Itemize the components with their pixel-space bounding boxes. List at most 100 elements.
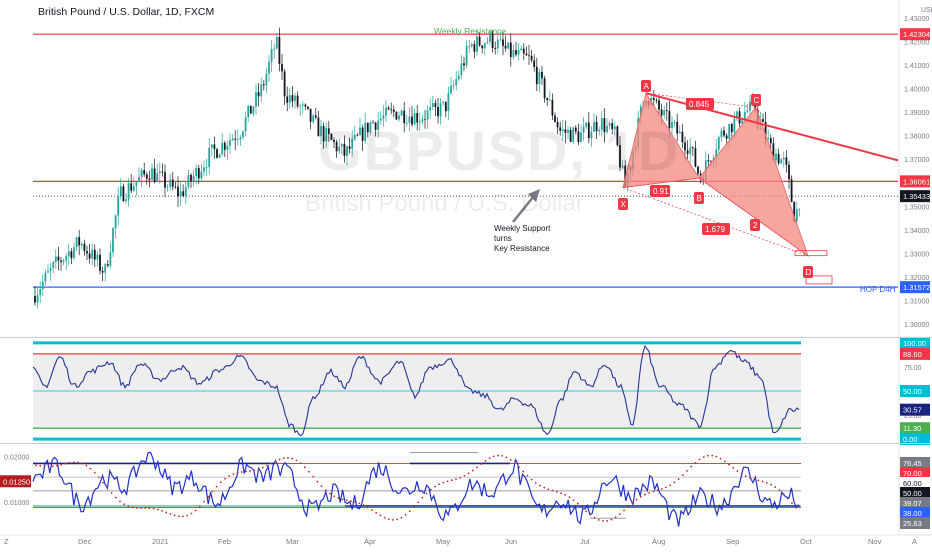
osc2-dot xyxy=(354,501,357,503)
candle-body xyxy=(528,55,530,57)
candle-body xyxy=(286,96,289,103)
osc2-dot xyxy=(392,518,394,521)
candle-body xyxy=(182,191,185,196)
osc2-dot xyxy=(791,502,793,504)
osc2-dot xyxy=(114,496,117,499)
symbol-title[interactable]: British Pound / U.S. Dollar, 1D, FXCM xyxy=(38,6,215,18)
osc1-tick-label: 25.00 xyxy=(904,413,922,420)
candle-body xyxy=(119,186,122,197)
ratio-line-xb xyxy=(622,177,700,188)
osc2-dot xyxy=(728,463,730,466)
candle-body xyxy=(413,113,416,125)
ratio-line-ac xyxy=(645,92,757,108)
osc2-dot xyxy=(350,500,352,503)
candle-body xyxy=(291,95,294,102)
weekly-resistance-label: Weekly Resistance xyxy=(434,26,506,36)
y-tick-label: 1.30000 xyxy=(904,322,929,329)
osc2-dot xyxy=(98,476,100,479)
candle-body xyxy=(382,115,385,119)
candle-body xyxy=(478,36,481,46)
pattern-xab-triangle xyxy=(622,91,700,189)
candle-body xyxy=(158,171,161,174)
candle-body xyxy=(135,181,138,187)
candle-body xyxy=(452,85,455,86)
price-badge-bg xyxy=(900,190,930,203)
osc2-dot xyxy=(568,496,571,499)
osc2-dot xyxy=(240,471,243,473)
pane-divider-2[interactable] xyxy=(0,443,932,444)
candle-body xyxy=(556,121,559,128)
osc2-dot xyxy=(652,490,655,493)
candle-body xyxy=(91,249,94,259)
osc2-dot xyxy=(656,489,659,492)
candle-body xyxy=(255,92,257,107)
osc2-dot xyxy=(182,515,184,518)
candle-body xyxy=(585,122,588,127)
price-badge: 1.35433 xyxy=(903,192,930,201)
osc2-series-line xyxy=(32,451,800,527)
weekly-support-label: Weekly Support xyxy=(494,224,551,233)
osc2-dot xyxy=(446,480,449,483)
candle-body xyxy=(60,260,62,263)
candle-body xyxy=(372,122,374,124)
candle-body xyxy=(151,168,153,180)
candle-body xyxy=(353,134,356,139)
osc2-dot xyxy=(425,492,428,495)
candle-body xyxy=(307,106,309,109)
candle-body xyxy=(746,110,749,113)
x-tick-label: A xyxy=(912,537,917,546)
candle-body xyxy=(265,73,268,86)
candle-body xyxy=(652,97,655,100)
candle-body xyxy=(658,100,660,110)
osc1-level-badge-bg xyxy=(900,422,930,435)
osc2-right-badge-bg xyxy=(900,517,930,529)
osc2-dot xyxy=(501,454,504,457)
candle-body xyxy=(148,178,151,180)
pane-divider-1[interactable] xyxy=(0,337,932,338)
candle-body xyxy=(203,167,205,172)
osc2-dot xyxy=(93,471,96,474)
candle-body xyxy=(416,113,419,123)
osc1-level-badge-bg xyxy=(900,385,930,397)
candle-body xyxy=(598,129,601,132)
candle-body xyxy=(249,105,252,114)
candle-body xyxy=(301,104,304,106)
candle-body xyxy=(676,121,679,134)
pattern-point-B-bg xyxy=(694,192,704,204)
candle-body xyxy=(429,106,432,111)
osc2-dot xyxy=(614,516,617,519)
osc2-dot xyxy=(287,456,289,459)
candle-body xyxy=(390,109,393,111)
candle-body xyxy=(231,138,234,141)
osc2-dot xyxy=(761,480,764,483)
osc2-dot xyxy=(165,511,168,514)
osc2-dot xyxy=(362,504,365,507)
candle-body xyxy=(236,139,239,141)
pattern-ratio-label: 0.91 xyxy=(653,187,669,196)
osc2-dot xyxy=(81,462,84,465)
osc2-dot xyxy=(484,460,487,462)
candle-body xyxy=(171,179,174,187)
candle-body xyxy=(515,50,517,55)
osc1-level-badge-bg xyxy=(900,433,930,446)
candle-body xyxy=(80,243,83,246)
candle-body xyxy=(468,46,471,47)
x-tick-label: Jul xyxy=(580,537,590,546)
candle-body xyxy=(78,237,81,246)
osc2-dot xyxy=(597,518,600,521)
candle-body xyxy=(190,174,192,181)
osc2-dot xyxy=(749,477,751,479)
candle-body xyxy=(621,165,624,168)
osc2-dot xyxy=(564,493,567,496)
candle-body xyxy=(195,168,198,176)
candle-body xyxy=(156,173,159,182)
osc2-dot xyxy=(480,463,483,465)
osc2-dot xyxy=(505,456,508,459)
osc2-dot xyxy=(774,486,777,488)
candle-body xyxy=(197,168,200,179)
osc2-dot xyxy=(681,474,684,477)
candle-body xyxy=(655,99,658,101)
candle-body xyxy=(554,115,556,122)
